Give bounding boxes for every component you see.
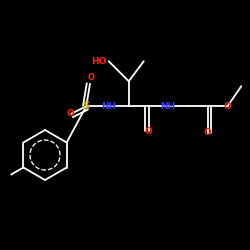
Text: S: S [83,101,90,111]
Text: O: O [88,73,95,82]
Text: O: O [204,128,212,137]
Text: HO: HO [91,57,106,66]
Text: NH: NH [101,102,116,111]
Text: O: O [145,127,152,136]
Text: O: O [224,102,232,111]
Text: NH: NH [160,102,175,111]
Text: O: O [66,109,74,118]
